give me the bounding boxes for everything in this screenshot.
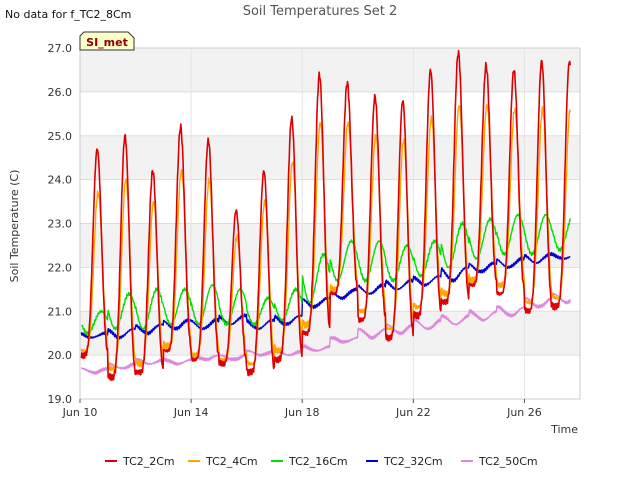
legend-label: TC2_4Cm [205,455,258,468]
x-tick-label: Jun 10 [62,406,98,419]
y-tick-label: 24.0 [48,174,73,187]
legend-label: TC2_16Cm [288,455,348,468]
y-tick-label: 20.0 [48,349,73,362]
x-tick-label: Jun 14 [173,406,209,419]
y-tick-label: 25.0 [48,130,73,143]
plot-frame [79,47,581,400]
series-line-tc2_32cm [80,251,571,340]
y-axis-ticks: 19.0 20.0 21.0 22.0 23.0 24.0 25.0 26.0 27.0 [48,42,73,406]
y-tick-label: 19.0 [48,393,73,406]
legend: TC2_2Cm TC2_4Cm TC2_16Cm TC2_32Cm TC2_50Cm [105,455,538,468]
x-axis-ticks: Jun 10 Jun 14 Jun 18 Jun 22 Jun 26 [62,399,542,419]
x-tick-label: Jun 22 [395,406,431,419]
station-badge-box [79,31,135,51]
x-tick-label: Jun 26 [506,406,542,419]
chart-title: Soil Temperatures Set 2 [243,4,398,19]
station-badge: SI_met [79,31,135,51]
grid-band [80,48,580,92]
plot-area [79,47,581,400]
no-data-note: No data for f_TC2_8Cm [5,8,131,21]
legend-label: TC2_32Cm [383,455,443,468]
x-axis-label: Time [550,423,578,436]
grid-band [80,135,580,180]
grid-bands [80,48,580,356]
y-tick-label: 26.0 [48,86,73,99]
series-line-tc2_2cm [80,49,572,382]
station-badge-label: SI_met [86,36,128,49]
y-tick-label: 22.0 [48,261,73,274]
y-tick-label: 23.0 [48,218,73,231]
series-lines [80,49,572,382]
y-tick-label: 27.0 [48,42,73,55]
y-tick-label: 21.0 [48,305,73,318]
x-tick-label: Jun 18 [284,406,320,419]
legend-label: TC2_2Cm [122,455,175,468]
legend-label: TC2_50Cm [478,455,538,468]
y-axis-label: Soil Temperature (C) [8,170,21,283]
